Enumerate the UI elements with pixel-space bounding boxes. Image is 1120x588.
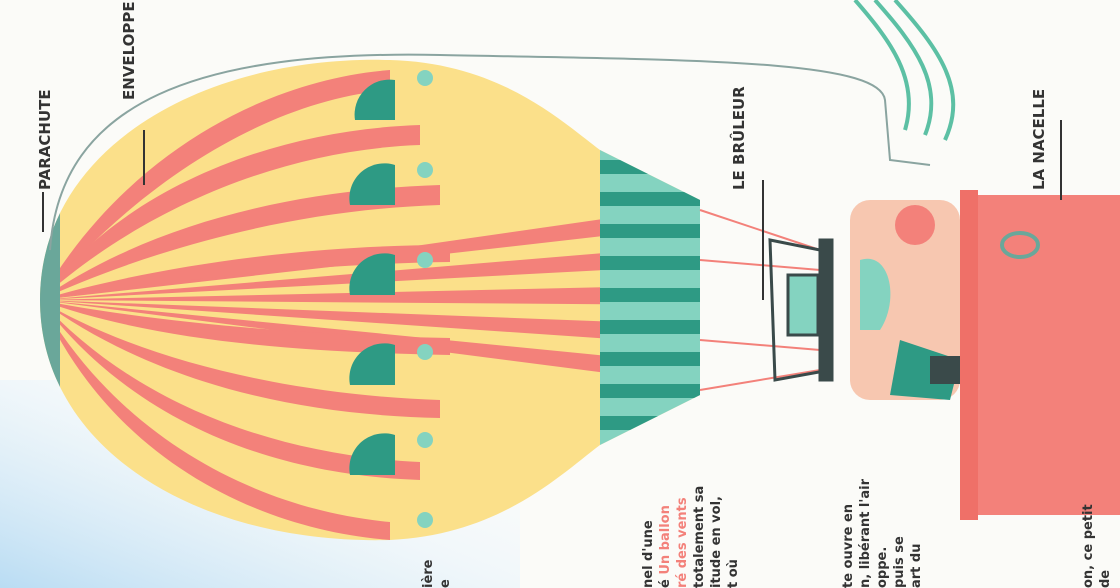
passengers <box>850 200 960 400</box>
text-column-2: nel d'une é Un ballon ré des vents total… <box>640 486 742 588</box>
text-line: art du <box>909 543 924 588</box>
burner <box>768 238 834 382</box>
text-column-3: te ouvre en n, libérant l'air oppe. puis… <box>840 479 925 588</box>
bruleur-label: LE BRÛLEUR <box>730 86 748 190</box>
parachute-cord <box>49 53 931 251</box>
highlight-text: ré des vents <box>675 497 690 588</box>
basket <box>960 190 1120 520</box>
text-line: totalement sa <box>692 485 707 588</box>
nacelle-label: LA NACELLE <box>1030 88 1048 190</box>
text-line: ière <box>421 559 436 588</box>
text-line: e <box>438 579 453 588</box>
highlight-text: Un ballon <box>658 505 673 575</box>
nacelle-pointer <box>1060 120 1062 200</box>
text-span: é <box>658 574 673 588</box>
text-line: nel d'une <box>641 520 656 588</box>
wind-swirl-decoration <box>853 0 956 141</box>
enveloppe-label: ENVELOPPE <box>120 1 138 100</box>
text-column-1: ière e <box>420 559 454 588</box>
text-line: é Un ballon <box>657 486 674 588</box>
text-line: n, libérant l'air <box>858 478 873 588</box>
enveloppe-pointer <box>143 130 145 185</box>
text-column-4: on, ce petit de <box>1080 504 1114 588</box>
bruleur-pointer <box>762 180 764 300</box>
text-line: te ouvre en <box>841 503 856 588</box>
text-line: de <box>1098 569 1113 588</box>
parachute-pointer <box>42 192 44 232</box>
text-line: on, ce petit <box>1081 504 1096 588</box>
text-line: oppe. <box>875 546 890 588</box>
text-line: itude en vol, <box>709 496 724 588</box>
parachute-label: PARACHUTE <box>36 89 54 190</box>
rigging-ropes <box>699 209 821 391</box>
text-line: puis se <box>892 536 907 588</box>
text-line: t où <box>726 559 741 588</box>
